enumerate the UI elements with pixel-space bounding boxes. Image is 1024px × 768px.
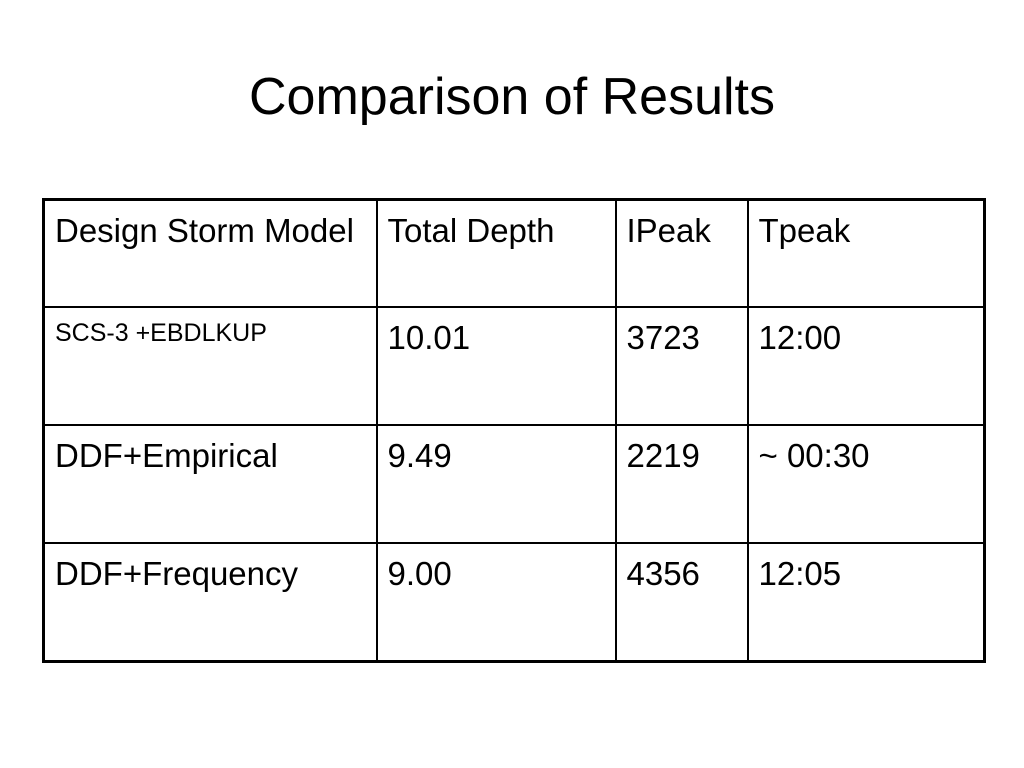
table-body: Design Storm Model Total Depth IPeak Tpeak S… [42,198,986,663]
table-cell: DDF+Frequency [42,542,378,663]
results-table: Design Storm Model Total Depth IPeak Tpeak S… [42,198,986,663]
header-row: Design Storm Model Total Depth IPeak Tpeak [42,198,986,308]
table-row: DDF+Empirical 9.49 2219 ~ 00:30 [42,424,986,544]
table-cell: 12:00 [746,306,986,426]
header-cell: Tpeak [746,198,986,308]
table-row: DDF+Frequency 9.00 4356 12:05 [42,542,986,663]
header-cell: Total Depth [375,198,617,308]
table-cell: 9.00 [375,542,617,663]
table-row: SCS-3 +EBDLKUP 10.01 3723 12:00 [42,306,986,426]
table-cell: SCS-3 +EBDLKUP [42,306,378,426]
table-cell: ~ 00:30 [746,424,986,544]
table-cell: DDF+Empirical [42,424,378,544]
table-cell: 3723 [614,306,749,426]
table-cell: 12:05 [746,542,986,663]
table-cell: 4356 [614,542,749,663]
table-cell: 10.01 [375,306,617,426]
table-cell: 2219 [614,424,749,544]
header-cell: Design Storm Model [42,198,378,308]
slide-title: Comparison of Results [249,68,775,126]
header-cell: IPeak [614,198,749,308]
table-cell: 9.49 [375,424,617,544]
